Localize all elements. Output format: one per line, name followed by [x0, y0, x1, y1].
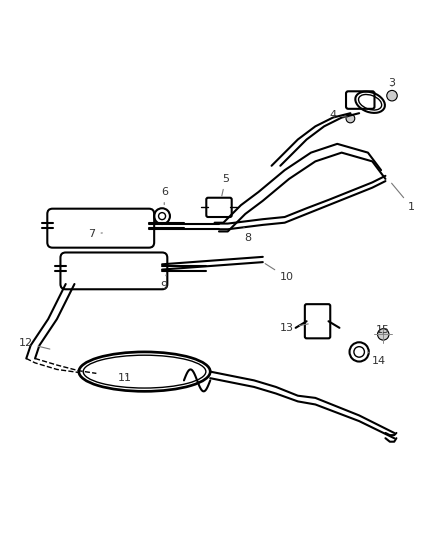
- Text: 6: 6: [161, 187, 168, 205]
- Circle shape: [387, 91, 397, 101]
- Text: 1: 1: [392, 183, 415, 212]
- Text: 8: 8: [244, 228, 251, 243]
- Text: 10: 10: [265, 264, 294, 282]
- Text: 3: 3: [389, 77, 396, 87]
- Text: 14: 14: [368, 352, 386, 366]
- Text: 4: 4: [329, 110, 348, 120]
- Text: 5: 5: [222, 174, 229, 196]
- Text: 15: 15: [376, 325, 390, 335]
- Text: 11: 11: [118, 373, 132, 383]
- Text: 12: 12: [18, 338, 50, 349]
- Text: 13: 13: [280, 323, 308, 333]
- Text: 9: 9: [161, 275, 168, 291]
- Circle shape: [346, 114, 355, 123]
- Text: 7: 7: [88, 229, 102, 239]
- Circle shape: [378, 329, 389, 340]
